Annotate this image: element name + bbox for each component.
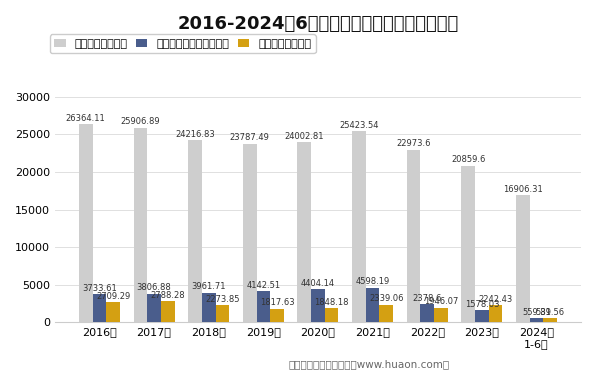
Text: 531.56: 531.56 [536,308,565,317]
Bar [188,140,202,322]
Bar [243,144,256,322]
Text: 25423.54: 25423.54 [339,121,378,130]
Bar [530,318,544,322]
Bar [297,142,311,322]
Text: 23787.49: 23787.49 [229,133,269,142]
Text: 4598.19: 4598.19 [356,278,390,286]
Bar [434,308,448,322]
Text: 24002.81: 24002.81 [284,132,324,141]
Text: 1848.18: 1848.18 [315,298,349,307]
Text: 22973.6: 22973.6 [396,139,431,148]
Bar [461,165,475,322]
Bar [134,128,147,322]
Text: 16906.31: 16906.31 [503,185,543,194]
Bar [161,302,175,322]
Bar [366,288,380,322]
Text: 2378.6: 2378.6 [412,294,442,303]
Title: 2016-2024年6月辽宁省房地产施工及竣工面积: 2016-2024年6月辽宁省房地产施工及竣工面积 [178,15,458,33]
Bar [325,308,339,322]
Bar [106,302,120,322]
Bar [147,294,161,322]
Text: 2788.28: 2788.28 [150,291,185,300]
Bar [475,310,489,322]
Legend: 施工面积（万㎡）, 新开工施工面积（万㎡）, 竣工面积（万㎡）: 施工面积（万㎡）, 新开工施工面积（万㎡）, 竣工面积（万㎡） [50,34,315,53]
Text: 24216.83: 24216.83 [175,130,215,139]
Text: 26364.11: 26364.11 [66,114,105,123]
Bar [420,304,434,322]
Bar [489,305,502,322]
Bar [92,294,106,322]
Text: 4404.14: 4404.14 [301,279,335,288]
Text: 25906.89: 25906.89 [120,117,160,126]
Bar [216,305,229,322]
Bar [380,305,393,322]
Text: 2242.43: 2242.43 [479,295,513,304]
Text: 1946.07: 1946.07 [424,297,458,306]
Bar [256,291,270,322]
Bar [352,131,366,322]
Text: 3733.61: 3733.61 [82,284,117,293]
Text: 4142.51: 4142.51 [246,281,280,290]
Text: 3806.88: 3806.88 [136,284,172,292]
Bar [202,292,216,322]
Bar [79,124,92,322]
Text: 2709.29: 2709.29 [96,292,130,301]
Text: 2273.85: 2273.85 [205,295,240,304]
Bar [407,150,420,322]
Bar [544,318,557,322]
Bar [311,289,325,322]
Text: 559.89: 559.89 [522,308,551,317]
Text: 2339.06: 2339.06 [369,294,403,303]
Bar [270,309,284,322]
Text: 1578.03: 1578.03 [465,300,499,309]
Bar [516,195,530,322]
Text: 1817.63: 1817.63 [260,298,294,307]
Text: 20859.6: 20859.6 [451,155,486,164]
Text: 3961.71: 3961.71 [191,282,226,291]
Text: 制图：华经产业研究院（www.huaon.com）: 制图：华经产业研究院（www.huaon.com） [289,360,450,369]
